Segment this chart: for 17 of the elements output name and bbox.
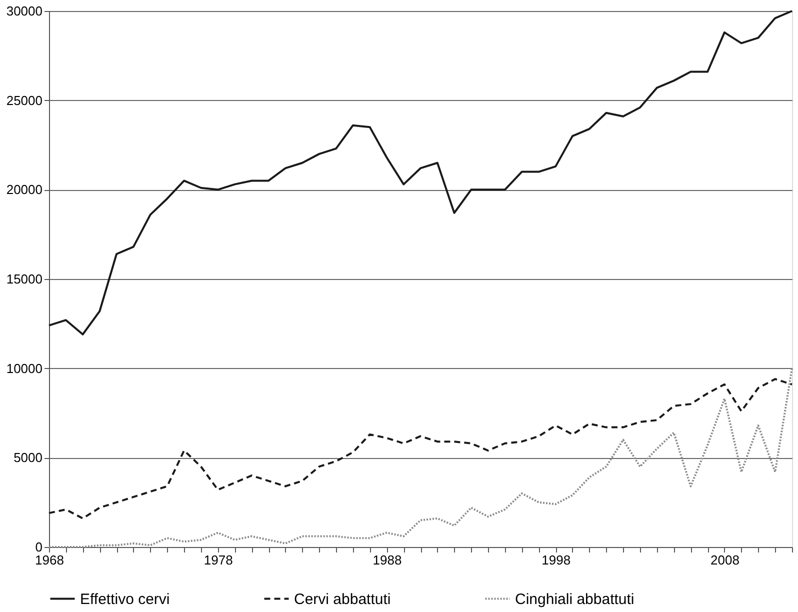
line-series (48, 378, 793, 520)
line-series (48, 10, 793, 336)
y-tick-label: 0 (35, 540, 42, 554)
y-tick-label: 5000 (14, 450, 42, 466)
x-tick-label: 2008 (710, 552, 740, 568)
y-tick-label: 10000 (6, 360, 42, 376)
x-tick-label: 1988 (372, 552, 402, 568)
y-tick-label: 20000 (6, 182, 42, 198)
y-tick-label: 30000 (6, 4, 42, 18)
x-tick-label: 1998 (542, 552, 571, 568)
y-tick-label: 15000 (6, 272, 42, 286)
x-tick-label: 1978 (204, 552, 233, 568)
legend-label: Cinghiali abbattuti (515, 590, 634, 608)
x-tick-label: 1968 (35, 552, 64, 568)
y-tick-label: 25000 (6, 92, 42, 108)
legend-label: Effettivo cervi (80, 590, 170, 608)
legend-label: Cervi abbattuti (294, 590, 391, 608)
